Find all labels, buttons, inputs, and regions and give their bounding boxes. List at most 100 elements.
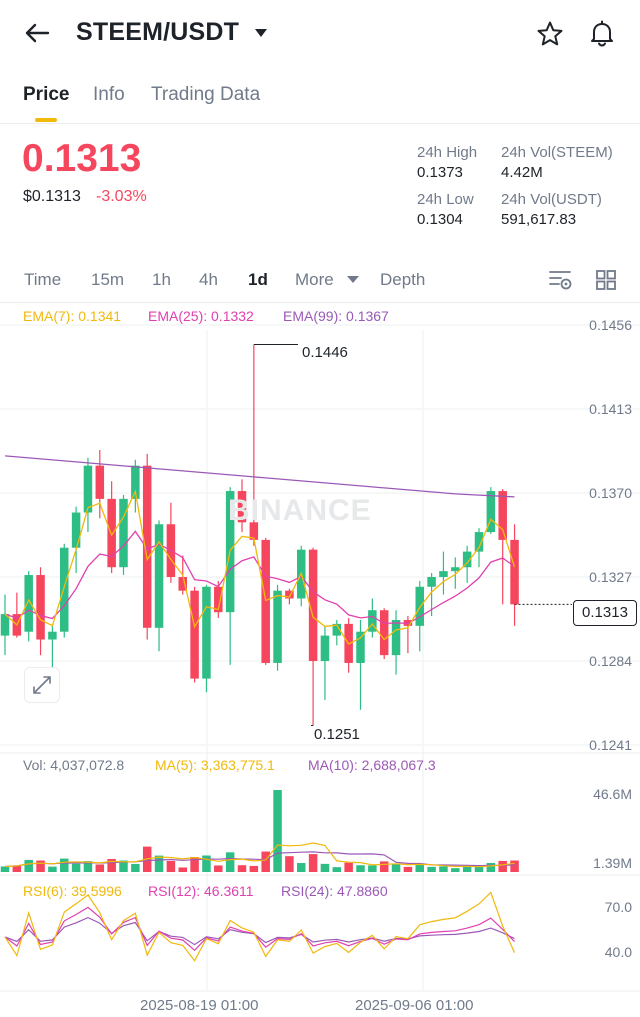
tab-price[interactable]: Price (23, 84, 70, 105)
tf-1h[interactable]: 1h (152, 270, 171, 289)
candle-body (119, 498, 128, 568)
candle-body (95, 465, 105, 499)
volume-bar (273, 790, 282, 872)
volume-bar (95, 864, 105, 872)
candle-body (379, 610, 389, 656)
volume-bar (510, 860, 519, 872)
volume-bar (498, 860, 507, 872)
candle-body (308, 549, 318, 661)
volume-bar (214, 865, 223, 872)
more-caret-icon[interactable] (347, 276, 359, 284)
rsi12-line (4, 906, 515, 952)
volume-bar (356, 865, 365, 872)
tf-4h[interactable]: 4h (199, 270, 218, 289)
candle-body (486, 491, 496, 533)
volume-bar (462, 865, 472, 872)
candle-body (190, 590, 199, 679)
tf-depth[interactable]: Depth (380, 270, 426, 289)
volume-bar (403, 866, 413, 872)
candle-body (71, 512, 81, 548)
volume-bar (119, 860, 128, 872)
candle-body (60, 547, 69, 632)
main-tabs: Price Info Trading Data (0, 84, 640, 124)
candle-body (214, 586, 223, 613)
tab-trading-data[interactable]: Trading Data (151, 84, 261, 105)
candle-body (261, 539, 270, 663)
candle-body (498, 491, 507, 540)
volume-bar (249, 865, 259, 872)
candle-body (427, 577, 436, 587)
volume-bar (415, 864, 424, 872)
candle-body (142, 465, 152, 628)
rsi12-label: RSI(12): 46.3611 (148, 883, 254, 899)
last-price-marker: 0.1313 (573, 600, 637, 626)
volume-bar (427, 866, 436, 872)
volume-bar (474, 866, 484, 872)
candle-body (320, 635, 330, 661)
arrow-left-icon[interactable] (24, 22, 50, 44)
candle-body (36, 575, 45, 640)
star-icon[interactable] (536, 20, 564, 48)
vol-base-label: 24h Vol(STEEM) (501, 144, 613, 161)
vol-quote-label: 24h Vol(USDT) (501, 191, 602, 208)
vol-ma10-label: MA(10): 2,688,067.3 (308, 757, 436, 773)
price-axis-label: 0.1370 (589, 485, 632, 501)
volume-bar (439, 866, 448, 872)
low-marker-label: 0.1251 (314, 726, 360, 743)
tf-15m[interactable]: 15m (91, 270, 125, 289)
volume-bar (486, 862, 496, 872)
caret-down-icon[interactable] (254, 28, 268, 38)
volume-bar (190, 857, 199, 872)
volume-bar (451, 868, 460, 872)
price-axis-label: 0.1413 (589, 401, 632, 417)
tf-more[interactable]: More (295, 270, 334, 289)
price-axis-label: 0.1327 (589, 569, 632, 585)
rsi24-line (4, 916, 515, 946)
candle-body (48, 631, 57, 640)
volume-bar (166, 860, 176, 872)
expand-icon (33, 676, 51, 694)
candle-body (0, 614, 10, 636)
candle-body (415, 586, 424, 626)
ema25-label: EMA(25): 0.1332 (148, 308, 254, 324)
volume-bar (71, 863, 81, 872)
layout-grid-icon[interactable] (595, 269, 617, 291)
active-tab-indicator (35, 118, 57, 122)
volume-ma10-line (4, 851, 515, 868)
tab-info[interactable]: Info (93, 84, 125, 105)
rsi6-label: RSI(6): 39.5996 (23, 883, 122, 899)
rsi-top-label: 70.0 (604, 899, 632, 915)
volume-bar (202, 855, 211, 872)
tf-time[interactable]: Time (24, 270, 62, 289)
vol-base-value: 4.42M (501, 164, 543, 181)
vol-max-label: 46.6M (593, 786, 632, 802)
last-price: 0.1313 (22, 137, 142, 180)
fullscreen-button[interactable] (24, 667, 60, 703)
low-label: 24h Low (417, 191, 474, 208)
candle-body (237, 491, 247, 523)
volume-bar (131, 863, 140, 872)
volume-bar (332, 867, 342, 872)
tf-1d[interactable]: 1d (248, 270, 268, 289)
high-label: 24h High (417, 144, 478, 161)
vol-min-label: 1.39M (593, 855, 632, 871)
volume-bar (0, 866, 10, 872)
volume-bar (48, 866, 57, 872)
candle-body (510, 539, 519, 605)
ema7-label: EMA(7): 0.1341 (23, 308, 122, 324)
candle-body (368, 610, 377, 632)
price-axis-label: 0.1284 (589, 653, 632, 669)
toolbar-divider (0, 302, 640, 303)
candle-body (249, 522, 259, 540)
pair-title[interactable]: STEEM/USDT (76, 18, 240, 46)
volume-bar (237, 865, 247, 872)
usd-price: $0.1313 (23, 188, 81, 205)
bell-icon[interactable] (588, 19, 616, 47)
volume-bar (344, 862, 353, 872)
indicator-settings-icon[interactable] (548, 269, 572, 291)
candle-body (474, 532, 484, 552)
watermark: BINANCE (228, 494, 372, 527)
candle-body (391, 619, 401, 656)
volume-bar (12, 865, 22, 872)
